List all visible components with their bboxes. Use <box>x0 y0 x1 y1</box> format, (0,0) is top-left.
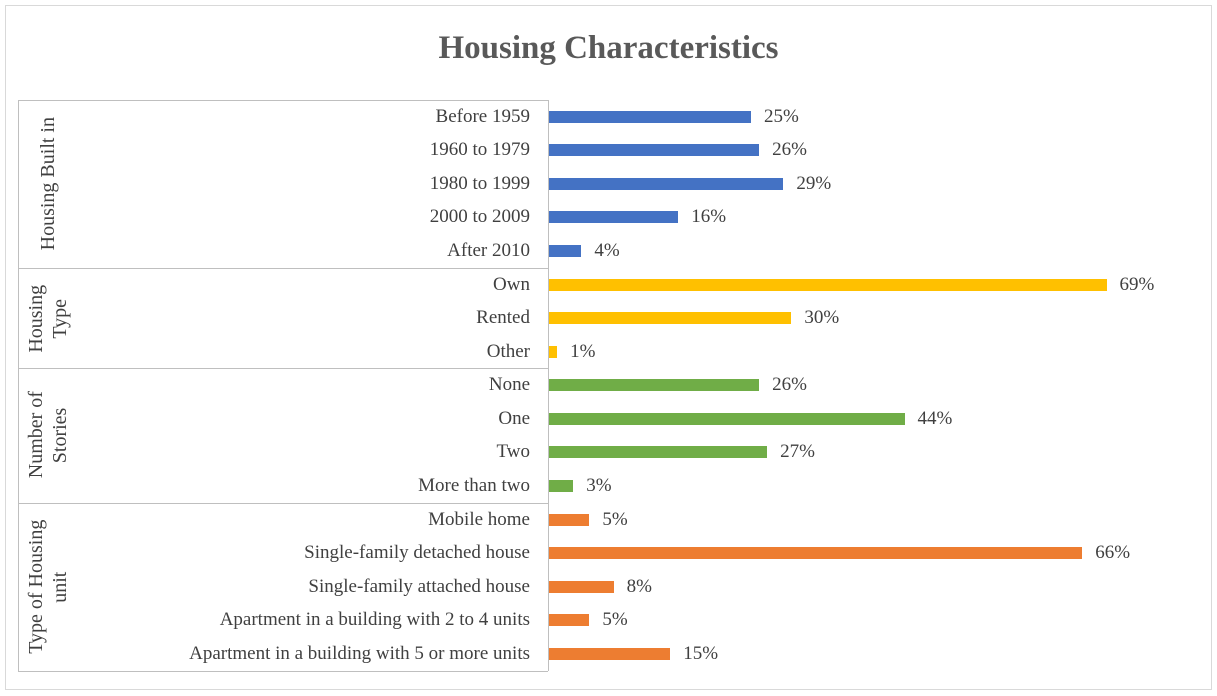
group-column-border <box>18 100 19 671</box>
value-label: 44% <box>917 407 953 429</box>
category-label: One <box>498 407 530 429</box>
bar <box>549 312 792 325</box>
bar <box>549 278 1107 291</box>
value-label: 15% <box>683 642 719 664</box>
category-label: 2000 to 2009 <box>429 206 530 228</box>
value-label: 8% <box>626 575 652 597</box>
category-label: 1960 to 1979 <box>429 139 530 161</box>
bar <box>549 110 751 123</box>
category-label: More than two <box>418 474 530 496</box>
value-label: 66% <box>1095 542 1131 564</box>
value-label: 26% <box>772 374 807 396</box>
category-axis <box>548 100 549 671</box>
value-label: 16% <box>691 206 727 228</box>
value-label: 4% <box>594 240 620 262</box>
group-label-text: Housing Type <box>25 284 71 353</box>
bar <box>549 412 905 425</box>
category-label: Other <box>486 340 530 362</box>
group-separator <box>18 100 548 101</box>
bar <box>549 580 614 593</box>
value-label: 5% <box>602 508 628 530</box>
group-separator <box>18 368 548 370</box>
group-separator <box>18 670 548 672</box>
bar <box>549 479 574 492</box>
category-label: Single-family attached house <box>308 575 530 597</box>
category-label: Apartment in a building with 2 to 4 unit… <box>219 609 530 631</box>
bar <box>549 446 768 459</box>
bar <box>549 211 679 224</box>
group-label: Number of Stories <box>20 368 76 502</box>
bar <box>549 614 590 627</box>
value-label: 5% <box>602 609 628 631</box>
chart-title: Housing Characteristics <box>438 30 779 66</box>
bar <box>549 547 1083 560</box>
bar <box>549 379 760 392</box>
group-label: Housing Built in <box>20 100 76 268</box>
value-label: 3% <box>586 474 612 496</box>
bar <box>549 245 582 258</box>
value-label: 29% <box>796 172 832 194</box>
chart-frame <box>5 5 1212 690</box>
bar <box>549 647 671 660</box>
bar <box>549 144 760 157</box>
category-label: Apartment in a building with 5 or more u… <box>189 642 530 664</box>
value-label: 69% <box>1119 273 1155 295</box>
value-label: 27% <box>780 441 815 463</box>
group-label: Type of Housing unit <box>20 503 76 671</box>
group-label: Housing Type <box>20 268 76 369</box>
category-label: Single-family detached house <box>304 542 530 564</box>
group-separator <box>18 267 548 269</box>
group-label-text: Number of Stories <box>25 391 71 480</box>
category-label: Rented <box>476 307 530 329</box>
group-separator <box>18 502 548 504</box>
category-label: None <box>488 374 530 396</box>
category-label: Mobile home <box>428 508 530 530</box>
value-label: 25% <box>764 105 799 127</box>
category-label: Own <box>493 273 530 295</box>
category-label: Two <box>496 441 530 463</box>
bar <box>549 513 590 526</box>
value-label: 1% <box>570 340 596 362</box>
category-label: 1980 to 1999 <box>429 172 530 194</box>
group-label-text: Type of Housing unit <box>25 519 71 654</box>
value-label: 26% <box>772 139 807 161</box>
category-label: After 2010 <box>447 240 530 262</box>
group-label-text: Housing Built in <box>37 117 59 251</box>
bar <box>549 177 784 190</box>
bar <box>549 345 558 358</box>
category-label: Before 1959 <box>435 105 530 127</box>
value-label: 30% <box>804 307 840 329</box>
